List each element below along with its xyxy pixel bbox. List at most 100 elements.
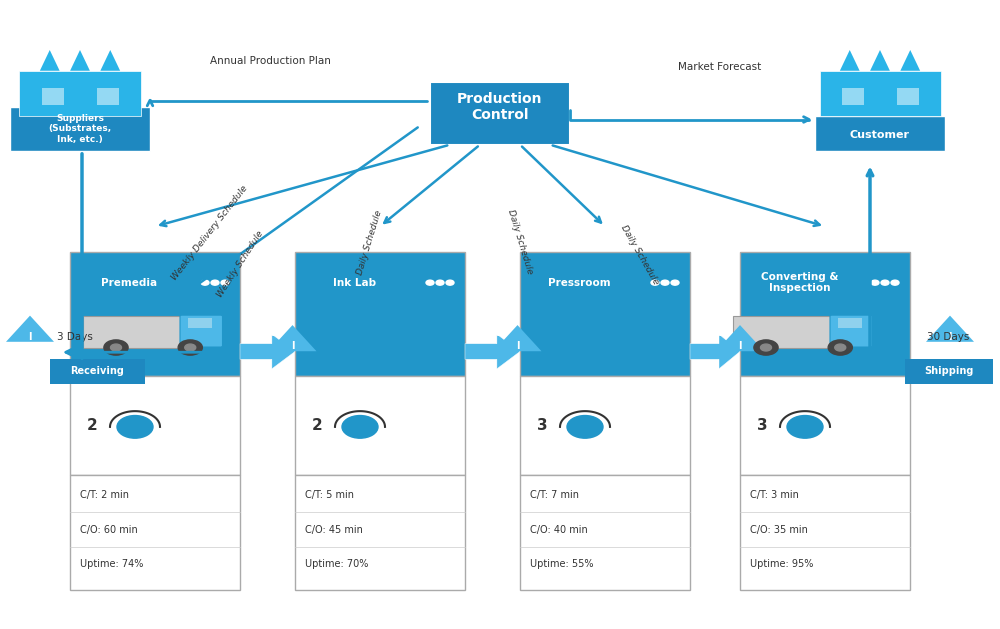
Text: 3 Days: 3 Days <box>57 331 93 342</box>
FancyBboxPatch shape <box>295 376 465 476</box>
FancyBboxPatch shape <box>733 316 832 347</box>
Polygon shape <box>268 325 317 351</box>
Polygon shape <box>70 50 90 71</box>
Circle shape <box>117 416 153 438</box>
FancyBboxPatch shape <box>820 71 940 116</box>
Polygon shape <box>870 50 890 71</box>
Text: Converting &
Inspection: Converting & Inspection <box>761 272 838 294</box>
Text: Shipping: Shipping <box>924 366 974 376</box>
Text: C/T: 3 min: C/T: 3 min <box>750 490 799 500</box>
Text: Annual Production Plan: Annual Production Plan <box>210 56 330 66</box>
FancyBboxPatch shape <box>740 252 910 376</box>
Text: Suppliers
(Substrates,
Ink, etc.): Suppliers (Substrates, Ink, etc.) <box>48 114 112 144</box>
Polygon shape <box>465 334 520 369</box>
FancyBboxPatch shape <box>740 476 910 590</box>
Text: Production
Control: Production Control <box>457 92 543 122</box>
Circle shape <box>426 280 434 285</box>
Text: Premedia: Premedia <box>101 277 158 287</box>
FancyBboxPatch shape <box>740 376 910 476</box>
Circle shape <box>651 280 659 285</box>
FancyBboxPatch shape <box>905 359 993 384</box>
Circle shape <box>342 416 378 438</box>
Circle shape <box>881 280 889 285</box>
Text: C/O: 35 min: C/O: 35 min <box>750 525 808 535</box>
Text: 2: 2 <box>87 418 97 433</box>
Text: C/T: 2 min: C/T: 2 min <box>80 490 129 500</box>
Text: 3: 3 <box>537 418 547 433</box>
Text: ●●●: ●●● <box>483 330 502 336</box>
FancyBboxPatch shape <box>50 359 145 384</box>
FancyBboxPatch shape <box>70 476 240 590</box>
Circle shape <box>787 416 823 438</box>
Text: 3: 3 <box>757 418 767 433</box>
Circle shape <box>436 280 444 285</box>
Text: ●●●: ●●● <box>258 330 277 336</box>
Circle shape <box>754 340 778 355</box>
Polygon shape <box>6 316 54 342</box>
FancyBboxPatch shape <box>70 252 240 376</box>
Text: Ink Lab: Ink Lab <box>333 277 376 287</box>
Circle shape <box>661 280 669 285</box>
Text: I: I <box>28 331 32 342</box>
Polygon shape <box>690 334 740 369</box>
Polygon shape <box>40 50 60 71</box>
Text: C/T: 7 min: C/T: 7 min <box>530 490 579 500</box>
Text: I: I <box>291 341 294 351</box>
Text: Daily Schedule: Daily Schedule <box>356 209 384 276</box>
Polygon shape <box>716 325 764 351</box>
FancyBboxPatch shape <box>520 376 690 476</box>
Text: C/O: 60 min: C/O: 60 min <box>80 525 138 535</box>
FancyBboxPatch shape <box>430 82 570 145</box>
FancyBboxPatch shape <box>10 107 150 151</box>
FancyBboxPatch shape <box>842 88 864 105</box>
Polygon shape <box>840 50 860 71</box>
Circle shape <box>891 280 899 285</box>
Text: Weekly Delivery Schedule: Weekly Delivery Schedule <box>170 184 250 282</box>
Circle shape <box>567 416 603 438</box>
Text: Pressroom: Pressroom <box>548 277 611 287</box>
FancyBboxPatch shape <box>19 71 140 116</box>
Circle shape <box>871 280 879 285</box>
FancyBboxPatch shape <box>295 252 465 376</box>
Text: Receiving: Receiving <box>70 366 124 376</box>
Circle shape <box>104 340 128 355</box>
FancyBboxPatch shape <box>520 252 690 376</box>
Circle shape <box>761 344 772 351</box>
Text: 2: 2 <box>312 418 322 433</box>
Polygon shape <box>240 334 295 369</box>
Text: ●●●: ●●● <box>706 330 724 336</box>
Text: C/T: 5 min: C/T: 5 min <box>305 490 354 500</box>
FancyBboxPatch shape <box>838 318 862 328</box>
Circle shape <box>671 280 679 285</box>
FancyBboxPatch shape <box>815 116 945 151</box>
Text: Daily Schedule: Daily Schedule <box>619 223 661 286</box>
FancyBboxPatch shape <box>96 88 119 105</box>
Circle shape <box>446 280 454 285</box>
Circle shape <box>178 340 202 355</box>
FancyBboxPatch shape <box>830 315 872 347</box>
Polygon shape <box>926 316 974 342</box>
Text: Weekly Schedule: Weekly Schedule <box>215 230 265 299</box>
Circle shape <box>835 344 846 351</box>
FancyBboxPatch shape <box>83 316 182 347</box>
Circle shape <box>221 280 229 285</box>
Text: Uptime: 55%: Uptime: 55% <box>530 559 594 569</box>
Circle shape <box>211 280 219 285</box>
Text: Market Forecast: Market Forecast <box>678 62 762 72</box>
Circle shape <box>201 280 209 285</box>
Polygon shape <box>494 325 542 351</box>
Text: Daily Schedule: Daily Schedule <box>506 209 534 276</box>
Text: I: I <box>516 341 519 351</box>
Text: Uptime: 74%: Uptime: 74% <box>80 559 143 569</box>
Circle shape <box>185 344 196 351</box>
FancyBboxPatch shape <box>42 88 64 105</box>
FancyBboxPatch shape <box>180 315 222 347</box>
Circle shape <box>828 340 852 355</box>
Text: C/O: 45 min: C/O: 45 min <box>305 525 363 535</box>
Text: Customer: Customer <box>850 130 910 140</box>
Circle shape <box>110 344 121 351</box>
Text: Uptime: 70%: Uptime: 70% <box>305 559 368 569</box>
Text: I: I <box>948 331 952 342</box>
Polygon shape <box>100 50 120 71</box>
Text: Uptime: 95%: Uptime: 95% <box>750 559 813 569</box>
